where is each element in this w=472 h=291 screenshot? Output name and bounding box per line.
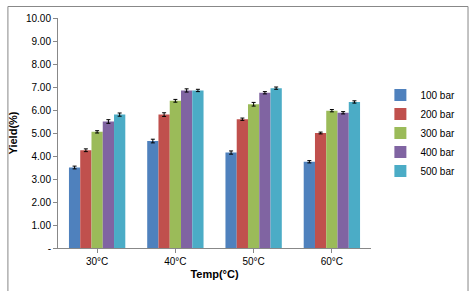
svg-text:1.00: 1.00 — [32, 220, 52, 231]
svg-text:30°C: 30°C — [86, 256, 108, 267]
svg-text:4.00: 4.00 — [32, 151, 52, 162]
svg-text:100 bar: 100 bar — [420, 90, 455, 101]
svg-text:Yield(%): Yield(%) — [7, 111, 19, 154]
svg-text:400 bar: 400 bar — [420, 147, 455, 158]
svg-text:40°C: 40°C — [164, 256, 186, 267]
svg-text:200 bar: 200 bar — [420, 109, 455, 120]
svg-text:500 bar: 500 bar — [420, 166, 455, 177]
svg-text:9.00: 9.00 — [32, 36, 52, 47]
svg-text:Temp(°C): Temp(°C) — [190, 268, 239, 280]
svg-text:50°C: 50°C — [242, 256, 264, 267]
svg-text:10.00: 10.00 — [26, 13, 51, 24]
svg-text:2.00: 2.00 — [32, 197, 52, 208]
svg-text:8.00: 8.00 — [32, 59, 52, 70]
svg-text:-: - — [48, 243, 51, 254]
svg-text:60°C: 60°C — [321, 256, 343, 267]
svg-text:7.00: 7.00 — [32, 82, 52, 93]
svg-text:6.00: 6.00 — [32, 105, 52, 116]
svg-text:3.00: 3.00 — [32, 174, 52, 185]
svg-text:300 bar: 300 bar — [420, 128, 455, 139]
svg-text:5.00: 5.00 — [32, 128, 52, 139]
